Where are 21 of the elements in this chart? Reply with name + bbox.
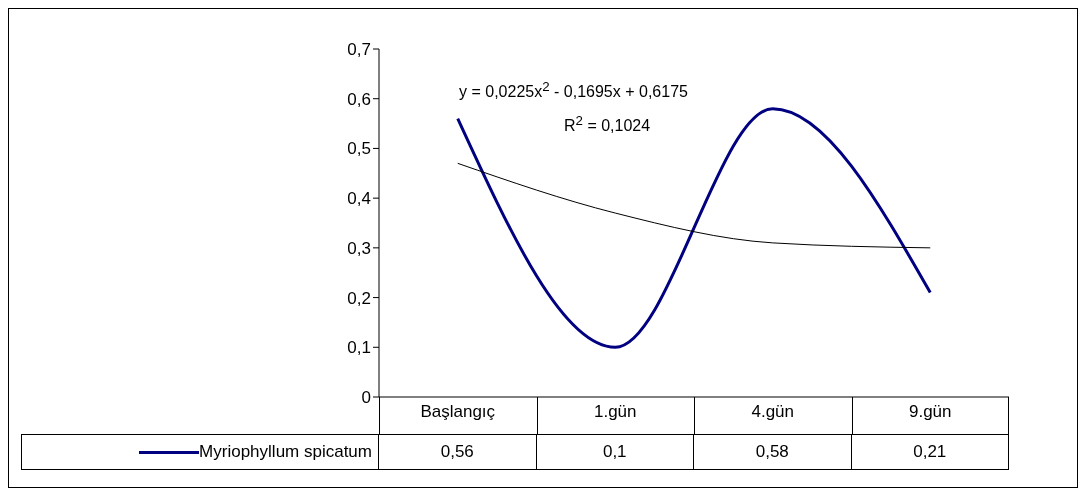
x-tick-label: 9.gün xyxy=(908,402,952,422)
y-tick-label: 0 xyxy=(361,388,371,408)
y-tick-label: 0,3 xyxy=(347,238,371,258)
y-tick-label: 0,6 xyxy=(347,89,371,109)
line-series xyxy=(457,162,931,249)
y-tick-label: 0,5 xyxy=(347,139,371,159)
y-tick-label: 0,7 xyxy=(347,40,371,60)
data-label: 0,1 xyxy=(536,434,694,470)
data-label: 0,56 xyxy=(379,434,537,470)
y-tick-label: 0,2 xyxy=(347,288,371,308)
line-series xyxy=(456,107,932,349)
x-tick-label: Başlangıç xyxy=(420,402,496,422)
legend-label: Myriophyllum spicatum xyxy=(199,442,372,462)
data-label: 0,21 xyxy=(851,434,1009,470)
data-label: 0,58 xyxy=(694,434,852,470)
x-tick-label: 1.gün xyxy=(593,402,637,422)
annotation: y = 0,0225x$^{2}$ - 0,1695x + 0,6175 xyxy=(459,79,688,102)
x-tick-label: 4.gün xyxy=(751,402,795,422)
y-tick-label: 0,1 xyxy=(347,338,371,358)
annotation: R$^{2}$ = 0,1024 xyxy=(564,113,651,136)
y-tick-label: 0,4 xyxy=(347,189,371,209)
